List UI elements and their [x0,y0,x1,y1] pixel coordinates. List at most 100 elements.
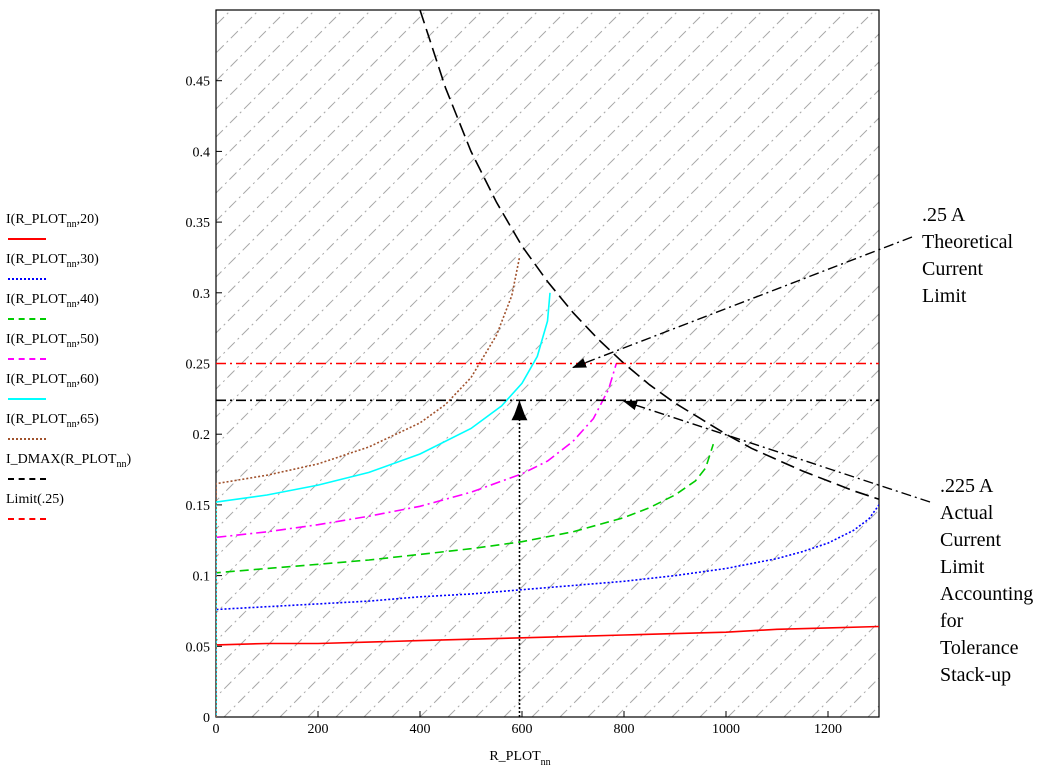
hatch-line [335,173,879,717]
hatch-line [363,201,879,717]
legend-label-text: I(R_PLOT [6,292,67,307]
hatch-line [216,10,456,250]
x-tick-label: 200 [308,722,329,737]
y-tick-label: 0 [203,711,210,726]
y-tick-label: 0.35 [186,216,211,231]
legend-swatch [8,238,46,240]
legend-label-suffix: ,30) [76,252,99,267]
legend-label: Limit(.25) [6,492,64,508]
hatch-line [419,257,879,717]
hatch-line [216,10,820,614]
x-tick-label: 1200 [814,722,842,737]
hatch-line [503,341,879,717]
hatch-line [0,10,203,717]
legend-label-subscript: nn [66,258,77,270]
legend-label-subscript: nn [66,298,77,310]
legend-label: I(R_PLOTnn,65) [6,412,99,430]
y-tick-label: 0.25 [186,358,211,373]
arrows-group [511,236,931,503]
hatch-line [671,509,879,717]
hatch-line [216,10,512,306]
x-axis-label: R_PLOTnn [489,749,550,768]
arrow-actual [623,400,931,503]
y-tick-label: 0.45 [186,75,211,90]
series-line-3 [216,363,618,717]
hatch-line [307,145,879,717]
hatch-line [447,285,879,717]
hatch-line [643,481,879,717]
x-tick-label: 400 [410,722,431,737]
hatch-line [251,89,879,717]
y-tick-label: 0.2 [193,428,211,443]
legend-label-subscript: nn [66,378,77,390]
hatch-line [391,229,879,717]
legend-label-suffix: ,60) [76,372,99,387]
legend-label-text: I(R_PLOT [6,212,67,227]
legend-label-text: I(R_PLOT [6,412,67,427]
legend-label-text: Limit(.25) [6,492,64,507]
annotation-actual-limit: .225 A Actual Current Limit Accounting f… [940,475,1034,686]
hatch-line [279,117,879,717]
legend-label: I(R_PLOTnn,60) [6,372,99,390]
legend-swatch [8,398,46,400]
legend-label-text: I(R_PLOT [6,332,67,347]
hatch-line [216,10,848,642]
legend-label-suffix: ,20) [76,212,99,227]
legend-label-subscript: nn [66,418,77,430]
series-line-5 [216,257,521,717]
series-line-6 [419,10,879,500]
legend-label: I(R_PLOTnn,30) [6,252,99,270]
series-line-2 [216,443,715,717]
series-group [216,10,879,717]
hatch-line [223,61,879,717]
hatch-line [755,593,879,717]
hatch-line [615,453,879,717]
legend-label: I(R_PLOTnn,50) [6,332,99,350]
legend-label-suffix: ) [126,452,132,467]
hatch-line [531,369,879,717]
legend-label-subscript: nn [66,338,77,350]
legend-swatch [8,438,46,440]
x-tick-label: 0 [213,722,220,737]
hatch-line [475,313,879,717]
legend-swatch [8,278,46,280]
hatch-line [727,565,879,717]
hatch-line [216,33,879,698]
y-tick-label: 0.3 [193,287,211,302]
legend-label-suffix: ,65) [76,412,99,427]
legend-swatch [8,518,46,520]
legend-label: I(R_PLOTnn,20) [6,212,99,230]
y-tick-label: 0.05 [186,640,211,655]
annotation-theoretical-limit: .25 A Theoretical Current Limit [922,204,1014,307]
x-tick-label: 1000 [712,722,740,737]
x-tick-label: 600 [512,722,533,737]
legend-label-text: I(R_PLOT [6,372,67,387]
hatch-line [559,397,879,717]
legend-label-subscript: nn [66,218,77,230]
hatch-line [587,425,879,717]
legend-label-subscript: nn [116,458,127,470]
y-tick-label: 0.15 [186,499,211,514]
legend-label-suffix: ,50) [76,332,99,347]
legend-label: I(R_PLOTnn,40) [6,292,99,310]
arrow-theoretical [572,236,913,369]
legend-swatch [8,358,46,360]
series-line-1 [216,504,879,717]
y-tick-label: 0.4 [193,145,211,160]
axis-ticks: 0 200 400 600 800 1000 1200 0 0.05 0.1 0.15 0.2 0.25… [186,75,843,737]
legend-swatch [8,318,46,320]
legend-swatch [8,478,46,480]
hatch-line [216,10,876,670]
legend-label-text: I(R_PLOT [6,252,67,267]
y-tick-label: 0.1 [193,570,211,585]
series-line-0 [216,625,879,717]
hatch-line [216,10,316,110]
x-tick-label: 800 [614,722,635,737]
legend-label: I_DMAX(R_PLOTnn) [6,452,131,470]
series-line-4 [216,292,551,717]
legend-label-text: I_DMAX(R_PLOT [6,452,117,467]
hatch-line [699,537,879,717]
arrow-vertical-head [511,404,528,421]
legend-label-suffix: ,40) [76,292,99,307]
